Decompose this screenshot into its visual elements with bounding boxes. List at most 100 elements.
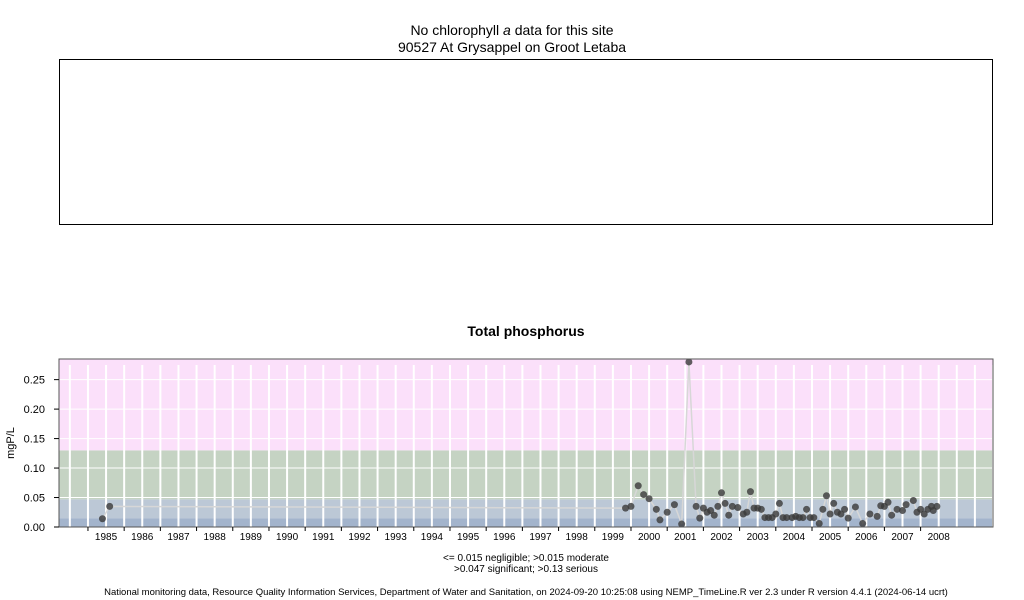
data-point (98, 515, 106, 523)
data-point (627, 502, 635, 510)
data-point (799, 514, 807, 522)
x-tick-label: 1990 (276, 532, 299, 543)
data-point (841, 505, 849, 513)
x-tick-label: 1987 (167, 532, 190, 543)
legend-line-1: <= 0.015 negligible; >0.015 moderate (443, 553, 609, 564)
data-point (898, 506, 906, 514)
y-axis-label: mgP/L (5, 427, 17, 459)
data-point (710, 511, 718, 519)
data-point (803, 505, 811, 513)
data-point (696, 514, 704, 522)
data-point (837, 510, 845, 518)
x-tick-label: 2005 (819, 532, 842, 543)
y-tick-label: 0.15 (24, 434, 45, 446)
plot-frame (58, 358, 994, 528)
data-point (652, 505, 660, 513)
y-tick-label: 0.20 (24, 404, 45, 416)
x-tick-label: 1992 (348, 532, 371, 543)
data-point (830, 499, 838, 507)
band-moderate (59, 499, 993, 519)
data-point (884, 498, 892, 506)
data-point (775, 499, 783, 507)
data-point (721, 499, 729, 507)
data-point (640, 491, 648, 499)
y-tick-label: 0.10 (24, 463, 45, 475)
x-tick-label: 1989 (240, 532, 263, 543)
x-tick-label: 2003 (747, 532, 770, 543)
y-tick-label: 0.25 (24, 375, 45, 387)
chlorophyll-title-suffix: data for this site (510, 22, 614, 38)
x-tick-label: 1985 (95, 532, 118, 543)
chart-title: Total phosphorus (467, 323, 585, 339)
data-point (815, 519, 823, 527)
data-point (656, 516, 664, 524)
data-point (917, 505, 925, 513)
x-tick-label: 1995 (457, 532, 480, 543)
data-point (714, 502, 722, 510)
x-tick-label: 2002 (710, 532, 733, 543)
data-point (819, 505, 827, 513)
data-point (692, 502, 700, 510)
data-point (772, 510, 780, 518)
data-point (844, 514, 852, 522)
data-point (893, 505, 901, 513)
data-point (826, 510, 834, 518)
chlorophyll-title-text: No chlorophyll (410, 22, 504, 38)
chlorophyll-title-italic: a (503, 22, 511, 38)
band-negligible (59, 518, 993, 527)
x-tick-label: 2007 (891, 532, 914, 543)
x-tick-label: 2008 (928, 532, 951, 543)
band-significant (59, 450, 993, 500)
data-point (902, 501, 910, 509)
data-point (678, 520, 686, 528)
data-point (743, 508, 751, 516)
chlorophyll-empty-plot (59, 59, 993, 225)
site-name: 90527 At Grysappel on Groot Letaba (397, 39, 627, 55)
data-point (685, 358, 693, 366)
data-point (888, 511, 896, 519)
y-axis: 0.00 0.05 0.10 0.15 0.20 0.25 (24, 375, 59, 534)
x-tick-label: 1986 (131, 532, 154, 543)
data-point (106, 502, 114, 510)
data-point (734, 504, 742, 512)
y-tick-label: 0.00 (24, 522, 45, 534)
x-tick-label: 1997 (529, 532, 552, 543)
data-point (933, 502, 941, 510)
data-point (851, 503, 859, 511)
data-point (707, 506, 715, 514)
x-tick-label: 1993 (385, 532, 408, 543)
x-tick-label: 1998 (566, 532, 589, 543)
data-point (859, 519, 867, 527)
x-tick-label: 1996 (493, 532, 516, 543)
phosphorus-chart: 0.000.050.100.150.200.25 1985 1986 1987 198… (5, 358, 994, 543)
data-point (757, 505, 765, 513)
data-point (622, 504, 630, 512)
data-point (746, 488, 754, 496)
data-point (873, 512, 881, 520)
x-axis: 1985 1986 1987 1988 1989 1990 1991 1992 1993 1994… (87, 527, 951, 543)
x-tick-label: 1994 (421, 532, 444, 543)
data-point (670, 501, 678, 509)
data-point (634, 482, 642, 490)
data-point (663, 508, 671, 516)
data-point (822, 492, 830, 500)
data-point (810, 514, 818, 522)
legend-line-2: >0.047 significant; >0.13 serious (454, 564, 598, 575)
data-point (728, 502, 736, 510)
data-point (909, 496, 917, 504)
x-tick-label: 1988 (204, 532, 227, 543)
x-tick-label: 1999 (602, 532, 625, 543)
x-tick-label: 2006 (855, 532, 878, 543)
data-point (783, 514, 791, 522)
x-tick-label: 1991 (312, 532, 335, 543)
threshold-bands (59, 359, 993, 527)
band-serious (59, 359, 993, 451)
footer-note: National monitoring data, Resource Quali… (104, 587, 948, 598)
data-point (866, 510, 874, 518)
data-point (645, 495, 653, 503)
y-tick-label: 0.05 (24, 493, 45, 505)
data-points (98, 358, 941, 528)
grid-lines (59, 365, 994, 528)
chlorophyll-title: No chlorophyll a data for this site (0, 22, 1024, 38)
x-tick-label: 2004 (783, 532, 806, 543)
